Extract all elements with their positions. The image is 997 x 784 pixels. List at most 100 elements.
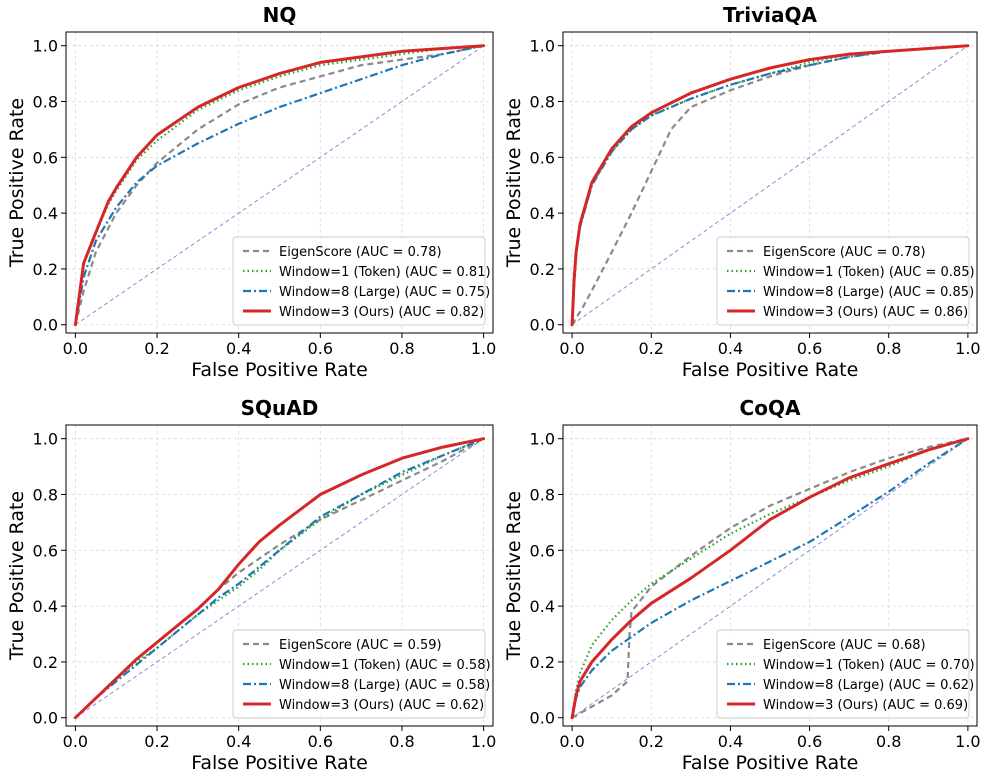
plot-frame bbox=[65, 424, 494, 727]
y-tick-label: 0.0 bbox=[33, 316, 58, 335]
y-tick-label: 0.0 bbox=[530, 316, 555, 335]
y-tick-label: 0.4 bbox=[530, 204, 555, 223]
y-tick-label: 0.2 bbox=[33, 260, 58, 279]
legend-label: Window=1 (Token) (AUC = 0.70) bbox=[763, 658, 975, 673]
x-tick-label: 0.8 bbox=[876, 339, 901, 358]
y-tick-label: 0.0 bbox=[530, 709, 555, 728]
x-tick-label: 0.0 bbox=[63, 339, 88, 358]
legend-label: EigenScore (AUC = 0.78) bbox=[279, 245, 442, 260]
legend-label: Window=3 (Ours) (AUC = 0.62) bbox=[279, 698, 484, 713]
y-tick-label: 0.4 bbox=[33, 204, 58, 223]
x-tick-label: 1.0 bbox=[471, 732, 496, 751]
y-tick-label: 0.8 bbox=[530, 486, 555, 505]
y-tick-label: 0.6 bbox=[33, 148, 58, 167]
chart-title: SQuAD bbox=[241, 396, 319, 420]
y-axis-label: True Positive Rate bbox=[6, 491, 28, 661]
legend-label: EigenScore (AUC = 0.68) bbox=[763, 638, 926, 653]
y-axis-label: True Positive Rate bbox=[6, 98, 28, 268]
plot-frame bbox=[562, 424, 978, 727]
y-tick-label: 1.0 bbox=[530, 37, 555, 56]
series-line-window-1-token bbox=[74, 44, 484, 325]
x-tick-label: 0.6 bbox=[308, 339, 333, 358]
series-line-window-8-large bbox=[74, 44, 484, 325]
series-line-window-3-ours bbox=[73, 437, 486, 720]
x-axis-label: False Positive Rate bbox=[191, 752, 368, 774]
legend-box bbox=[232, 236, 486, 326]
series-line-window-8-large bbox=[74, 437, 485, 719]
legend-label: Window=3 (Ours) (AUC = 0.82) bbox=[279, 305, 484, 320]
legend-label: Window=1 (Token) (AUC = 0.85) bbox=[763, 265, 975, 280]
legend: EigenScore (AUC = 0.78) Window=1 (Token) … bbox=[716, 236, 975, 326]
x-tick-label: 1.0 bbox=[471, 339, 496, 358]
legend-box bbox=[232, 629, 486, 719]
x-tick-label: 0.2 bbox=[639, 732, 664, 751]
legend: EigenScore (AUC = 0.59) Window=1 (Token) … bbox=[232, 629, 491, 719]
x-tick-label: 0.2 bbox=[144, 339, 169, 358]
chance-diagonal bbox=[75, 438, 484, 719]
y-tick-label: 0.8 bbox=[530, 93, 555, 112]
x-axis-label: False Positive Rate bbox=[682, 752, 859, 774]
legend: EigenScore (AUC = 0.68) Window=1 (Token) … bbox=[716, 629, 975, 719]
x-tick-label: 0.2 bbox=[639, 339, 664, 358]
series-line-window-8-large bbox=[571, 437, 969, 718]
series-line-eigenscore bbox=[74, 44, 484, 325]
y-tick-label: 0.4 bbox=[530, 597, 555, 616]
x-tick-label: 0.6 bbox=[308, 732, 333, 751]
legend-label: Window=8 (Large) (AUC = 0.58) bbox=[279, 678, 490, 693]
x-tick-label: 0.8 bbox=[389, 339, 414, 358]
chart-title: NQ bbox=[263, 3, 297, 27]
x-tick-label: 0.8 bbox=[389, 732, 414, 751]
y-tick-label: 0.6 bbox=[530, 541, 555, 560]
y-tick-label: 1.0 bbox=[530, 430, 555, 449]
plot-frame bbox=[562, 31, 978, 334]
x-tick-label: 0.6 bbox=[797, 339, 822, 358]
x-tick-label: 1.0 bbox=[955, 732, 980, 751]
y-tick-label: 0.6 bbox=[530, 148, 555, 167]
chart-panel-triviaqa: 0.00.0 0.2 0.2 0.4 0.4 0.6 0.6 0.8 0.8 1.0 1.0 Triv… bbox=[503, 3, 981, 381]
y-tick-label: 0.6 bbox=[33, 541, 58, 560]
x-axis-label: False Positive Rate bbox=[191, 359, 368, 381]
series-line-window-1-token bbox=[571, 437, 969, 718]
y-tick-label: 0.2 bbox=[530, 260, 555, 279]
y-tick-label: 0.2 bbox=[33, 653, 58, 672]
y-tick-label: 1.0 bbox=[33, 37, 58, 56]
chance-diagonal bbox=[75, 45, 484, 326]
legend: EigenScore (AUC = 0.78) Window=1 (Token) … bbox=[232, 236, 491, 326]
series-line-eigenscore bbox=[571, 437, 969, 719]
x-tick-label: 0.0 bbox=[63, 732, 88, 751]
chance-diagonal bbox=[571, 45, 969, 326]
legend-label: EigenScore (AUC = 0.59) bbox=[279, 638, 442, 653]
y-tick-label: 0.0 bbox=[33, 709, 58, 728]
legend-label: EigenScore (AUC = 0.78) bbox=[763, 245, 926, 260]
series-line-window-3-ours bbox=[570, 44, 970, 327]
y-tick-label: 0.8 bbox=[33, 93, 58, 112]
legend-label: Window=8 (Large) (AUC = 0.75) bbox=[279, 285, 490, 300]
x-tick-label: 0.6 bbox=[797, 732, 822, 751]
series-line-window-3-ours bbox=[73, 44, 486, 327]
legend-label: Window=3 (Ours) (AUC = 0.86) bbox=[763, 305, 968, 320]
legend-box bbox=[716, 236, 970, 326]
chance-diagonal bbox=[571, 438, 969, 719]
x-tick-label: 0.4 bbox=[718, 339, 743, 358]
legend-label: Window=1 (Token) (AUC = 0.58) bbox=[279, 658, 491, 673]
chart-title: TriviaQA bbox=[723, 3, 818, 27]
series-line-window-3-ours bbox=[570, 437, 970, 720]
x-tick-label: 0.0 bbox=[559, 732, 584, 751]
x-tick-label: 0.4 bbox=[226, 339, 251, 358]
legend-label: Window=8 (Large) (AUC = 0.85) bbox=[763, 285, 974, 300]
chart-panel-squad: 0.0 0.0 0.2 0.2 0.4 0.4 0.6 0.6 0.8 0.8 1.0 1.0 SQuA… bbox=[6, 396, 496, 774]
x-tick-label: 1.0 bbox=[955, 339, 980, 358]
y-tick-label: 1.0 bbox=[33, 430, 58, 449]
y-tick-label: 0.8 bbox=[33, 486, 58, 505]
legend-label: Window=8 (Large) (AUC = 0.62) bbox=[763, 678, 974, 693]
y-axis-label: True Positive Rate bbox=[503, 491, 525, 661]
x-tick-label: 0.0 bbox=[559, 339, 584, 358]
y-axis-label: True Positive Rate bbox=[503, 98, 525, 268]
legend-box bbox=[716, 629, 970, 719]
legend-label: Window=1 (Token) (AUC = 0.81) bbox=[279, 265, 491, 280]
x-tick-label: 0.2 bbox=[144, 732, 169, 751]
x-tick-label: 0.4 bbox=[718, 732, 743, 751]
y-tick-label: 0.4 bbox=[33, 597, 58, 616]
chart-panel-coqa: 0.00.0 0.2 0.2 0.4 0.4 0.6 0.6 0.8 0.8 1.0 1.0 CoQA… bbox=[503, 396, 981, 774]
